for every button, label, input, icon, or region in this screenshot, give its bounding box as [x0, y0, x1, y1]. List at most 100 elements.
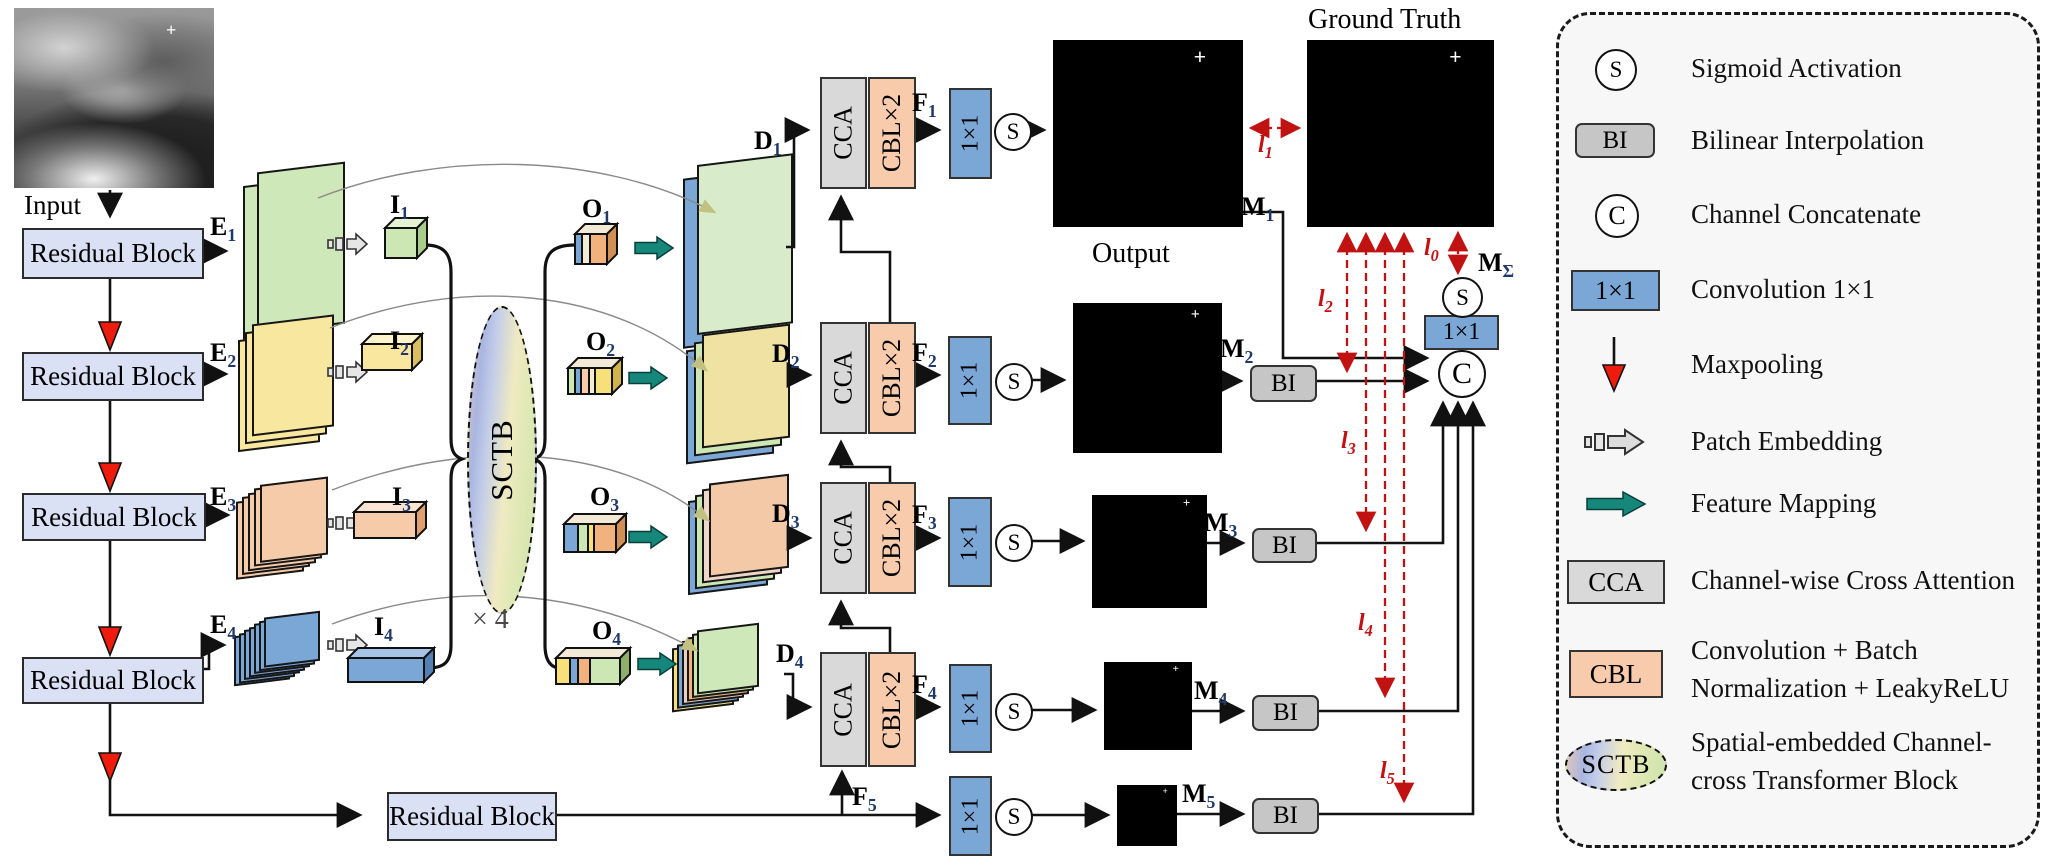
label-f5: F5 — [852, 782, 877, 816]
conv1x1-block-5: 1×1 — [949, 776, 992, 856]
sctb-ellipse-icon: SCTB — [1565, 739, 1667, 791]
sigmoid-1: S — [994, 113, 1032, 151]
input-image: + — [14, 8, 214, 188]
cca-block-3: CCA — [820, 482, 867, 594]
patch-embedding-arrow — [327, 232, 369, 657]
loss-l5: l5 — [1380, 758, 1395, 788]
cca-block-2: CCA — [820, 322, 867, 434]
feature-mapping-arrow — [628, 235, 678, 677]
loss-arrows — [1248, 117, 1469, 804]
sigmoid-2: S — [995, 363, 1033, 401]
cca-box-icon: CCA — [1567, 560, 1665, 604]
legend-label: Convolution 1×1 — [1691, 274, 1875, 304]
token-cube-o3 — [561, 511, 629, 555]
loss-l4: l4 — [1358, 610, 1373, 640]
cca-block-4: CCA — [820, 652, 867, 767]
feature-mapping-arrow-icon — [1586, 490, 1647, 518]
label-f4: F4 — [912, 670, 937, 704]
label-o4: O4 — [592, 616, 622, 650]
label-d1: D1 — [754, 126, 782, 160]
label-e3: E3 — [210, 482, 237, 516]
legend-label: Feature Mapping — [1691, 488, 1877, 518]
legend-label: Channel-wise Cross Attention — [1691, 565, 2015, 595]
bi-block-3: BI — [1252, 528, 1317, 563]
loss-l0: l0 — [1424, 235, 1439, 265]
token-cube-o4 — [553, 645, 633, 687]
token-cube-i1 — [382, 215, 430, 261]
label-f2: F2 — [912, 338, 937, 372]
legend-label: cross Transformer Block — [1691, 765, 1958, 795]
loss-l1: l1 — [1258, 132, 1273, 162]
label-m3: M3 — [1204, 508, 1238, 542]
residual-block-1: Residual Block — [22, 228, 204, 279]
token-cube-i4 — [345, 645, 437, 685]
bi-box-icon: BI — [1575, 123, 1655, 158]
maxpool-arrow-icon — [1601, 337, 1627, 394]
conv1x1-block-2: 1×1 — [948, 336, 992, 425]
output-image: + — [1053, 40, 1243, 227]
input-label: Input — [24, 190, 81, 220]
legend-label: Bilinear Interpolation — [1691, 125, 1925, 155]
s-circle-icon: S — [1595, 49, 1637, 91]
cca-block-1: CCA — [820, 77, 867, 189]
label-m1: M1 — [1241, 192, 1275, 226]
legend-panel: S Sigmoid Activation BI Bilinear Interpo… — [1556, 12, 2040, 848]
label-i3: I3 — [392, 482, 411, 516]
cbl-block-2: CBL×2 — [868, 322, 916, 434]
legend-label: Patch Embedding — [1691, 426, 1883, 456]
cbl-block-1: CBL×2 — [868, 77, 916, 189]
mask-image-m3: + — [1092, 495, 1207, 608]
label-d4: D4 — [776, 639, 804, 673]
label-m5: M5 — [1182, 779, 1216, 813]
cbl-box-icon: CBL — [1569, 650, 1663, 698]
mask-image-m2: + — [1073, 303, 1222, 453]
concat-node: C — [1438, 350, 1486, 398]
residual-block-5: Residual Block — [387, 792, 557, 841]
conv1x1-block-3: 1×1 — [948, 497, 992, 587]
loss-l3: l3 — [1341, 428, 1356, 458]
label-m-sum: MΣ — [1478, 248, 1515, 282]
c-circle-icon: C — [1595, 194, 1639, 238]
conv1x1-block-1: 1×1 — [949, 88, 992, 179]
cbl-block-4: CBL×2 — [868, 652, 916, 767]
legend-label: Spatial-embedded Channel- — [1691, 727, 1992, 757]
sctb-repeat-count: × 4 — [472, 604, 509, 635]
sigmoid-5: S — [995, 798, 1033, 836]
loss-l2: l2 — [1318, 286, 1333, 316]
token-cube-i3 — [351, 499, 429, 541]
ground-truth-image: + — [1307, 40, 1494, 227]
patch-embedding-arrow-icon — [1584, 428, 1645, 456]
ground-truth-label: Ground Truth — [1308, 4, 1462, 35]
bi-block-4: BI — [1252, 695, 1319, 731]
label-i1: I1 — [390, 190, 409, 224]
conv1x1-block-4: 1×1 — [949, 664, 992, 753]
bi-block-5: BI — [1252, 798, 1319, 834]
label-d3: D3 — [772, 499, 800, 533]
output-label: Output — [1092, 238, 1170, 269]
residual-block-4: Residual Block — [22, 657, 204, 704]
legend-label: Convolution + Batch — [1691, 635, 1918, 665]
sctb-block: SCTB — [467, 306, 537, 614]
label-i4: I4 — [374, 612, 393, 646]
label-o3: O3 — [590, 482, 620, 516]
residual-block-3: Residual Block — [22, 493, 206, 541]
label-o1: O1 — [582, 194, 612, 228]
bi-block-2: BI — [1250, 365, 1317, 402]
mask-image-m4: + — [1104, 662, 1192, 750]
conv1x1-icon: 1×1 — [1571, 270, 1660, 311]
sigmoid-3: S — [995, 524, 1033, 562]
conv1x1-final: 1×1 — [1424, 315, 1499, 350]
mask-image-m5: + — [1117, 785, 1177, 846]
label-e2: E2 — [210, 338, 237, 372]
label-m2: M2 — [1220, 334, 1254, 368]
token-cube-i2 — [359, 331, 425, 373]
label-d2: D2 — [772, 339, 800, 373]
legend-label: Maxpooling — [1691, 349, 1823, 379]
label-e4: E4 — [210, 610, 237, 644]
label-f1: F1 — [912, 88, 937, 122]
sigmoid-final: S — [1442, 277, 1483, 318]
token-cube-o2 — [565, 355, 625, 397]
label-e1: E1 — [210, 212, 237, 246]
